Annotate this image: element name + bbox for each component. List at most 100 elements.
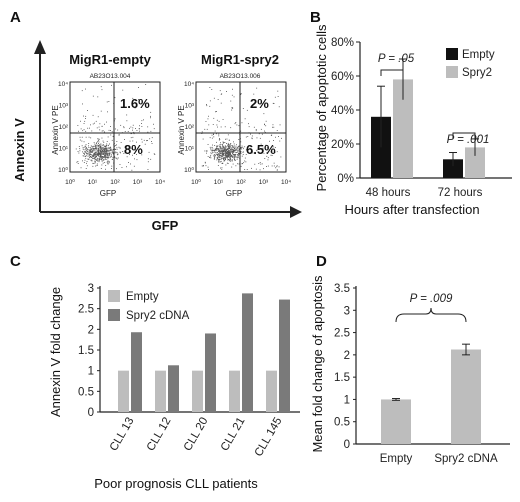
flow-event-dot: [229, 154, 230, 156]
flow-event-dot: [110, 150, 112, 152]
flow-event-dot: [107, 162, 109, 164]
flow-event-dot: [147, 126, 149, 128]
flow-event-dot: [226, 156, 228, 158]
flow-event-dot: [242, 146, 244, 148]
flow-event-dot: [279, 140, 281, 142]
flow-event-dot: [219, 154, 221, 156]
flow-event-dot: [233, 150, 234, 152]
flow-event-dot: [229, 153, 231, 155]
flow-event-dot: [101, 150, 103, 152]
flow-event-dot: [116, 141, 118, 142]
flow-plot-empty-frame: [69, 81, 161, 173]
flow-event-dot: [226, 149, 228, 150]
flow-event-dot: [106, 101, 108, 103]
flow-event-dot: [129, 154, 130, 155]
flow-event-dot: [97, 154, 99, 155]
flow-event-dot: [154, 154, 156, 155]
flow-event-dot: [118, 134, 120, 136]
flow-event-dot: [97, 116, 99, 118]
flow-event-dot: [221, 153, 223, 155]
b-bar-spry2-1: [465, 147, 485, 178]
flow-event-dot: [99, 129, 101, 131]
flow-event-dot: [115, 157, 117, 159]
flow-event-dot: [261, 133, 263, 135]
flow-event-dot: [224, 151, 226, 153]
flow-event-dot: [211, 147, 213, 149]
flow-event-dot: [93, 153, 95, 155]
c-bar-empty-3: [229, 370, 240, 412]
flow-event-dot: [81, 145, 83, 147]
flow-event-dot: [221, 157, 223, 159]
b-ylabel: Percentage of apoptotic cells: [314, 24, 329, 191]
flow-event-dot: [230, 153, 231, 154]
flow-event-dot: [90, 149, 92, 151]
flow-event-dot: [242, 151, 244, 153]
flow-event-dot: [238, 148, 240, 150]
b-pvalue: P = .001: [447, 134, 490, 146]
flow-event-dot: [134, 107, 136, 109]
flow-event-dot: [210, 149, 212, 151]
flow-event-dot: [102, 130, 104, 132]
flow-event-dot: [221, 93, 223, 95]
flow-event-dot: [231, 159, 233, 161]
flow-event-dot: [99, 154, 101, 155]
flow-event-dot: [104, 149, 105, 151]
flow-event-dot: [92, 123, 94, 125]
flow-event-dot: [88, 153, 90, 155]
flow-event-dot: [221, 149, 223, 151]
flow-event-dot: [264, 158, 266, 159]
b-legend-swatch: [446, 48, 458, 60]
flow-event-dot: [271, 155, 273, 156]
flow-event-dot: [98, 159, 100, 161]
flow-event-dot: [102, 153, 104, 154]
flow-event-dot: [88, 136, 90, 138]
flow-event-dot: [242, 151, 244, 153]
flow-event-dot: [223, 148, 225, 149]
c-bar-spry2-3: [242, 293, 253, 412]
flow-event-dot: [251, 150, 253, 152]
flow-event-dot: [244, 118, 246, 120]
flow-event-dot: [143, 139, 145, 141]
flow-event-dot: [138, 128, 140, 130]
flow-plot-spry2-lower-right: 6.5%: [246, 142, 276, 157]
flow-event-dot: [88, 155, 90, 156]
flow-event-dot: [246, 109, 248, 111]
c-y-tick-label: 2: [88, 324, 94, 336]
flow-event-dot: [116, 168, 117, 170]
flow-event-dot: [98, 140, 99, 142]
flow-event-dot: [95, 165, 97, 167]
flow-event-dot: [231, 107, 233, 108]
flow-event-dot: [213, 157, 215, 159]
flow-event-dot: [221, 168, 223, 170]
flow-event-dot: [233, 143, 235, 145]
flow-event-dot: [272, 124, 274, 126]
flow-event-dot: [95, 154, 97, 156]
flow-event-dot: [220, 160, 222, 162]
flow-event-dot: [96, 146, 97, 148]
flow-plot-spry2-inner-xlabel: GFP: [226, 189, 242, 198]
flow-plot-empty: MigR1-empty AB23O13.004 1.6% 8% Annexin …: [51, 52, 165, 198]
flow-event-dot: [270, 150, 272, 152]
flow-event-dot: [82, 130, 84, 132]
flow-event-dot: [136, 159, 138, 161]
flow-event-dot: [220, 148, 222, 150]
flow-event-dot: [208, 115, 209, 117]
flow-event-dot: [240, 151, 242, 153]
flow-event-dot: [224, 153, 226, 155]
flow-event-dot: [236, 124, 238, 126]
flow-event-dot: [209, 146, 211, 148]
flow-event-dot: [94, 162, 96, 164]
flow-event-dot: [232, 88, 233, 90]
flow-event-dot: [92, 162, 94, 164]
flow-event-dot: [77, 125, 79, 126]
flow-event-dot: [90, 155, 92, 157]
flow-event-dot: [227, 156, 229, 158]
flow-event-dot: [222, 147, 224, 149]
flow-event-dot: [144, 103, 146, 105]
b-y-tick-label: 40%: [331, 105, 354, 117]
flow-event-dot: [100, 110, 102, 112]
flow-plot-empty-upper-right: 1.6%: [120, 96, 150, 111]
flow-event-dot: [210, 157, 212, 159]
flow-event-dot: [241, 147, 242, 148]
flow-event-dot: [231, 149, 233, 150]
